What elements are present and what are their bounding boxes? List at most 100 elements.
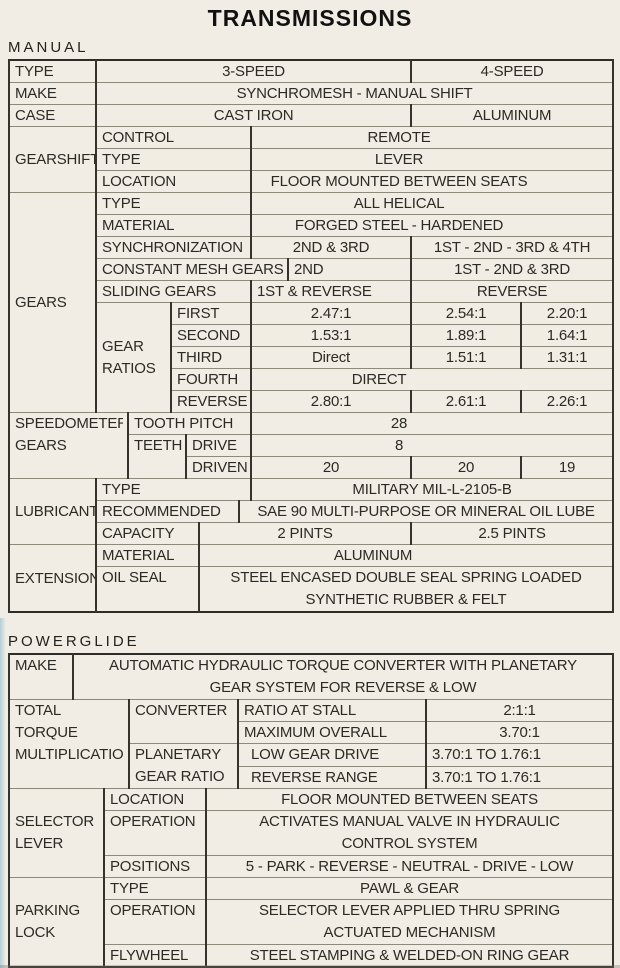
selector-operation-row: OPERATION ACTIVATES MANUAL VALVE IN HYDR… bbox=[9, 810, 614, 856]
speedometer-driven-3speed: 20 bbox=[249, 456, 413, 479]
manual-make-value: SYNCHROMESH - MANUAL SHIFT bbox=[94, 82, 615, 105]
parking-type-row: PARKING LOCK TYPE PAWL & GEAR bbox=[8, 877, 614, 968]
torque-reverse-value: 3.70:1 TO 1.76:1 bbox=[425, 765, 614, 789]
speedometer-group-label: SPEEDOMETER GEARS bbox=[8, 412, 129, 479]
torque-overall-row: MAXIMUM OVERALL 3.70:1 bbox=[9, 721, 614, 744]
ratio-second-label: SECOND bbox=[170, 324, 252, 347]
selector-operation-label: OPERATION bbox=[103, 810, 207, 856]
extension-material-row: EXTENSION MATERIAL ALUMINUM bbox=[8, 544, 615, 613]
powerglide-section-label: POWERGLIDE bbox=[8, 633, 140, 650]
gears-sync-4speed: 1ST - 2ND - 3RD & 4TH bbox=[410, 236, 615, 259]
torque-label-line3: MULTIPLICATION bbox=[15, 746, 124, 763]
manual-make-label: MAKE bbox=[8, 82, 97, 105]
gears-material-row: MATERIAL FORGED STEEL - HARDENED bbox=[9, 214, 615, 237]
gear-ratios-label-line1: GEAR bbox=[102, 337, 144, 355]
torque-low-row: PLANETARY GEAR RATIO LOW GEAR DRIVE 3.70… bbox=[9, 743, 614, 789]
powerglide-make-row: MAKE AUTOMATIC HYDRAULIC TORQUE CONVERTE… bbox=[8, 653, 614, 700]
powerglide-make-value: AUTOMATIC HYDRAULIC TORQUE CONVERTER WIT… bbox=[72, 653, 614, 700]
speedometer-driven-row: DRIVEN 20 20 19 bbox=[9, 456, 615, 479]
parking-group-label: PARKING LOCK bbox=[8, 877, 105, 968]
gears-sliding-3speed: 1ST & REVERSE bbox=[249, 280, 413, 303]
gears-sync-label: SYNCHRONIZATION bbox=[95, 236, 252, 259]
torque-overall-label: MAXIMUM OVERALL bbox=[237, 721, 427, 744]
parking-operation-label: OPERATION bbox=[103, 899, 207, 945]
gear-ratio-fourth-row: FOURTH DIRECT bbox=[9, 368, 615, 391]
scan-edge-artifact bbox=[0, 618, 6, 968]
selector-location-row: SELECTOR LEVER LOCATION FLOOR MOUNTED BE… bbox=[8, 788, 614, 878]
speedometer-pitch-row: SPEEDOMETER GEARS TOOTH PITCH 28 bbox=[8, 412, 615, 479]
manual-type-4speed: 4-SPEED bbox=[410, 59, 615, 83]
ratio-third-4speed-b: 1.31:1 bbox=[520, 346, 615, 369]
extension-group-label: EXTENSION bbox=[8, 544, 97, 613]
torque-converter-label: CONVERTER bbox=[128, 699, 239, 744]
gear-ratio-first-row: GEAR RATIOS FIRST 2.47:1 2.54:1 2.20:1 bbox=[9, 302, 615, 413]
torque-low-label: LOW GEAR DRIVE bbox=[237, 743, 427, 767]
selector-location-label: LOCATION bbox=[103, 788, 207, 811]
lubricant-type-value: MILITARY MIL-L-2105-B bbox=[249, 478, 615, 501]
gearshift-type-row: TYPE LEVER bbox=[9, 148, 615, 171]
manual-case-4speed: ALUMINUM bbox=[410, 104, 615, 127]
gears-constmesh-3speed: 2ND bbox=[286, 258, 413, 281]
lubricant-type-label: TYPE bbox=[95, 478, 252, 501]
manual-case-3speed: CAST IRON bbox=[94, 104, 413, 127]
lubricant-recommended-value: SAE 90 MULTI-PURPOSE OR MINERAL OIL LUBE bbox=[237, 500, 615, 523]
extension-material-label: MATERIAL bbox=[95, 544, 200, 567]
extension-oilseal-value-line2: SYNTHETIC RUBBER & FELT bbox=[305, 591, 507, 608]
manual-case-label: CASE bbox=[8, 104, 97, 127]
lubricant-group-label: LUBRICANT bbox=[8, 478, 97, 545]
ratio-reverse-label: REVERSE bbox=[170, 390, 252, 413]
selector-operation-value: ACTIVATES MANUAL VALVE IN HYDRAULIC CONT… bbox=[205, 810, 614, 856]
parking-operation-value-line2: ACTUATED MECHANISM bbox=[323, 924, 496, 941]
parking-operation-value-line1: SELECTOR LEVER APPLIED THRU SPRING bbox=[258, 902, 561, 919]
gearshift-control-value: REMOTE bbox=[249, 126, 615, 149]
torque-reverse-label: REVERSE RANGE bbox=[237, 765, 427, 789]
ratio-first-3speed: 2.47:1 bbox=[249, 302, 413, 325]
extension-oilseal-label: OIL SEAL bbox=[95, 566, 200, 613]
torque-stall-value: 2:1:1 bbox=[425, 699, 614, 722]
ratio-first-4speed-b: 2.20:1 bbox=[520, 302, 615, 325]
ratio-reverse-3speed: 2.80:1 bbox=[249, 390, 413, 413]
gears-sliding-label: SLIDING GEARS bbox=[95, 280, 252, 303]
torque-stall-label: RATIO AT STALL bbox=[237, 699, 427, 722]
gearshift-type-label: TYPE bbox=[95, 148, 252, 171]
parking-label-line2: LOCK bbox=[15, 924, 56, 941]
manual-type-3speed: 3-SPEED bbox=[94, 59, 413, 83]
lubricant-type-row: LUBRICANT TYPE MILITARY MIL-L-2105-B bbox=[8, 478, 615, 545]
selector-positions-value: 5 - PARK - REVERSE - NEUTRAL - DRIVE - L… bbox=[205, 855, 614, 878]
gears-material-label: MATERIAL bbox=[95, 214, 252, 237]
parking-type-label: TYPE bbox=[103, 877, 207, 900]
gearshift-type-value: LEVER bbox=[249, 148, 615, 171]
gear-ratios-group-label: GEAR RATIOS bbox=[95, 302, 172, 413]
torque-planetary-label-line1: PLANETARY bbox=[135, 746, 222, 763]
parking-operation-row: OPERATION SELECTOR LEVER APPLIED THRU SP… bbox=[9, 899, 614, 945]
gearshift-location-value: FLOOR MOUNTED BETWEEN SEATS bbox=[249, 170, 615, 193]
gears-group-label: GEARS bbox=[8, 192, 97, 413]
selector-label-line2: LEVER bbox=[15, 835, 64, 852]
powerglide-make-value-line1: AUTOMATIC HYDRAULIC TORQUE CONVERTER WIT… bbox=[109, 657, 577, 674]
selector-positions-label: POSITIONS bbox=[103, 855, 207, 878]
ratio-third-label: THIRD bbox=[170, 346, 252, 369]
gearshift-control-label: CONTROL bbox=[95, 126, 252, 149]
powerglide-make-label: MAKE bbox=[8, 653, 74, 700]
gear-ratio-reverse-row: REVERSE 2.80:1 2.61:1 2.26:1 bbox=[9, 390, 615, 413]
torque-overall-value: 3.70:1 bbox=[425, 721, 614, 744]
torque-reverse-row: REVERSE RANGE 3.70:1 TO 1.76:1 bbox=[9, 765, 614, 789]
speedometer-driven-label: DRIVEN bbox=[185, 456, 252, 479]
torque-stall-row: TOTAL TORQUE MULTIPLICATION CONVERTER RA… bbox=[8, 699, 614, 789]
lubricant-recommended-label: RECOMMENDED bbox=[95, 500, 240, 523]
gear-ratios-label-line2: RATIOS bbox=[102, 359, 156, 377]
gears-synchronization-row: SYNCHRONIZATION 2ND & 3RD 1ST - 2ND - 3R… bbox=[9, 236, 615, 259]
gears-material-value: FORGED STEEL - HARDENED bbox=[249, 214, 615, 237]
parking-operation-value: SELECTOR LEVER APPLIED THRU SPRING ACTUA… bbox=[205, 899, 614, 945]
ratio-second-4speed-a: 1.89:1 bbox=[410, 324, 523, 347]
manual-make-row: MAKE SYNCHROMESH - MANUAL SHIFT bbox=[8, 82, 615, 105]
torque-label-line2: TORQUE bbox=[15, 724, 78, 741]
ratio-third-3speed: Direct bbox=[249, 346, 413, 369]
parking-type-value: PAWL & GEAR bbox=[205, 877, 614, 900]
selector-operation-value-line1: ACTIVATES MANUAL VALVE IN HYDRAULIC bbox=[259, 813, 560, 830]
ratio-first-label: FIRST bbox=[170, 302, 252, 325]
lubricant-capacity-4speed: 2.5 PINTS bbox=[410, 522, 615, 545]
ratio-reverse-4speed-b: 2.26:1 bbox=[520, 390, 615, 413]
gears-sliding-row: SLIDING GEARS 1ST & REVERSE REVERSE bbox=[9, 280, 615, 303]
speedometer-teeth-label: TEETH bbox=[127, 434, 187, 479]
